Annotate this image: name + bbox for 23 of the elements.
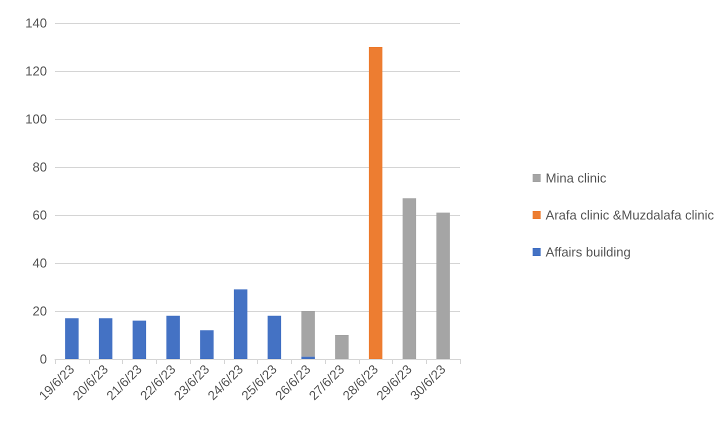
bar bbox=[436, 212, 450, 359]
y-tick-label: 40 bbox=[32, 256, 47, 270]
y-tick-label: 120 bbox=[25, 64, 47, 78]
legend-label: Arafa clinic &Muzdalafa clinic bbox=[546, 208, 714, 222]
y-tick-label: 20 bbox=[32, 304, 47, 318]
bar bbox=[368, 47, 382, 359]
legend-label: Affairs building bbox=[546, 244, 631, 260]
bar bbox=[402, 198, 416, 359]
bar bbox=[301, 311, 315, 357]
y-tick-label: 60 bbox=[32, 208, 47, 222]
y-tick-label: 80 bbox=[32, 160, 47, 174]
y-tick-label: 0 bbox=[40, 352, 47, 366]
bar bbox=[132, 320, 146, 359]
legend-label: Mina clinic bbox=[546, 170, 607, 186]
y-tick-label: 140 bbox=[25, 16, 47, 30]
bar bbox=[268, 316, 282, 359]
bar bbox=[166, 316, 180, 359]
bar bbox=[65, 318, 79, 359]
bar bbox=[335, 335, 349, 359]
bar bbox=[234, 289, 248, 359]
bar bbox=[200, 330, 214, 359]
bar bbox=[98, 318, 112, 359]
y-tick-label: 100 bbox=[25, 112, 47, 126]
